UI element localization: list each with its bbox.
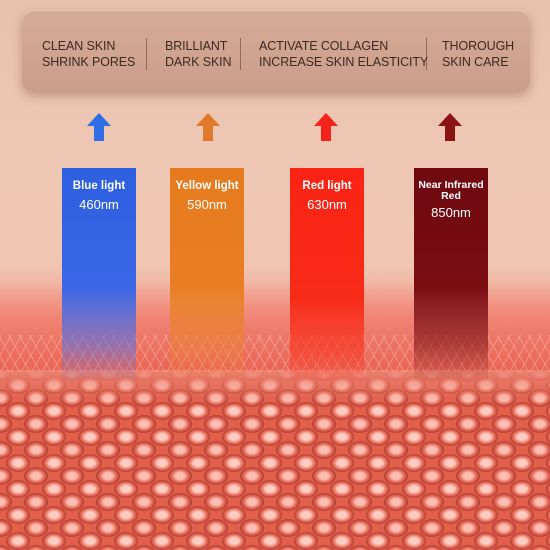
benefit-thorough: THOROUGH SKIN CARE	[442, 38, 514, 70]
light-name: Blue light	[72, 180, 126, 192]
benefit-brilliant: BRILLIANT DARK SKIN	[165, 38, 232, 70]
benefit-divider	[146, 38, 147, 70]
near-infrared-beam: Near Infrared Red 850nm	[414, 168, 488, 383]
benefit-divider	[240, 38, 241, 70]
light-name-line1: Near Infrared	[418, 179, 484, 191]
benefit-line: SHRINK PORES	[42, 55, 136, 69]
benefit-line: ACTIVATE COLLAGEN	[259, 39, 389, 53]
benefit-clean-skin: CLEAN SKIN SHRINK PORES	[42, 38, 135, 70]
benefit-line: CLEAN SKIN	[42, 39, 116, 53]
benefit-line: BRILLIANT	[165, 39, 228, 53]
benefit-line: SKIN CARE	[442, 55, 509, 69]
benefit-line: THOROUGH	[442, 39, 515, 53]
light-wavelength: 590nm	[187, 197, 227, 212]
light-wavelength: 460nm	[79, 197, 119, 212]
up-arrow-icon	[314, 113, 338, 141]
up-arrow-icon	[196, 113, 220, 141]
yellow-light-beam: Yellow light 590nm	[170, 168, 244, 383]
benefit-collagen: ACTIVATE COLLAGEN INCREASE SKIN ELASTICI…	[259, 38, 428, 70]
light-name: Red light	[302, 180, 352, 192]
up-arrow-icon	[438, 113, 462, 141]
benefits-banner: CLEAN SKIN SHRINK PORES BRILLIANT DARK S…	[22, 10, 530, 92]
benefit-line: INCREASE SKIN ELASTICITY	[259, 55, 429, 69]
light-wavelength: 630nm	[307, 197, 347, 212]
red-light-beam: Red light 630nm	[290, 168, 364, 383]
light-name: Yellow light	[175, 180, 239, 192]
light-wavelength: 850nm	[431, 205, 471, 220]
light-name-line2: Red	[441, 190, 461, 202]
blue-light-beam: Blue light 460nm	[62, 168, 136, 383]
benefit-line: DARK SKIN	[165, 55, 232, 69]
benefit-divider	[426, 38, 427, 70]
up-arrow-icon	[87, 113, 111, 141]
